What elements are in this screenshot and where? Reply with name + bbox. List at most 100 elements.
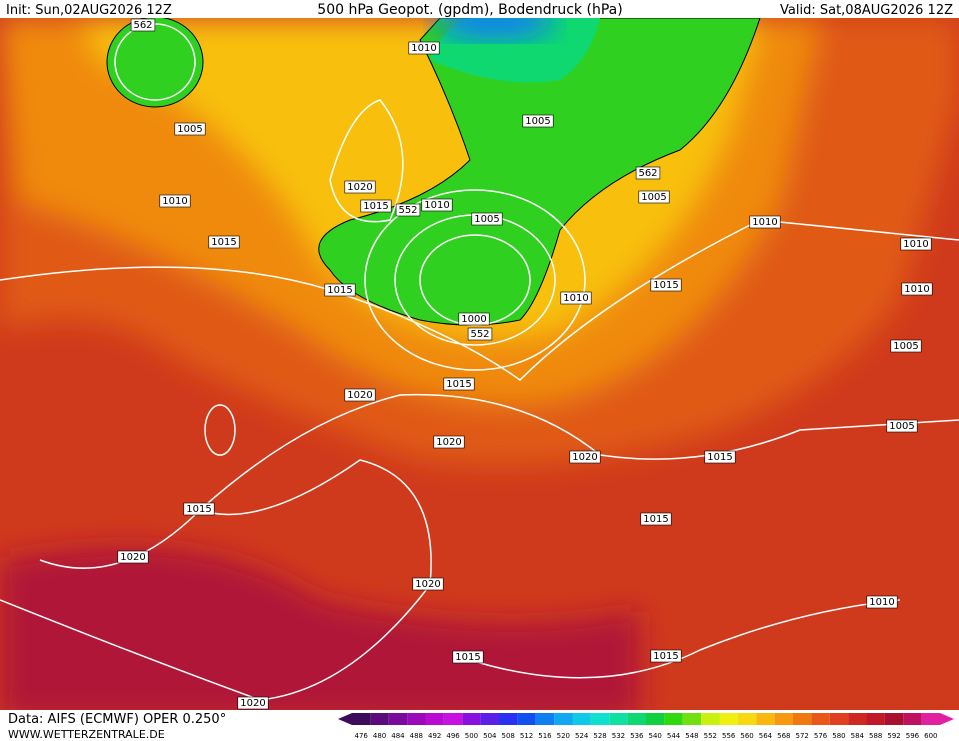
scale-swatch [407, 713, 426, 725]
isobar-label: 1005 [525, 116, 550, 127]
isobar-label: 552 [398, 205, 417, 216]
isobar-label-box [208, 235, 240, 249]
scale-label: 520 [557, 732, 570, 740]
scale-label: 548 [685, 732, 698, 740]
scale-label: 480 [373, 732, 386, 740]
scale-label: 508 [502, 732, 515, 740]
isobar-label-box [408, 41, 440, 55]
scale-label: 540 [649, 732, 662, 740]
isobar-label-box [522, 114, 554, 128]
scale-label: 528 [593, 732, 606, 740]
scale-swatch [774, 713, 793, 725]
isobar-label-box [650, 649, 682, 663]
init-time: Init: Sun,02AUG2026 12Z [6, 3, 172, 18]
scale-swatch [701, 713, 720, 725]
isobar-label: 1015 [653, 280, 678, 291]
scale-label: 580 [832, 732, 845, 740]
isobar-label-box [471, 212, 503, 226]
valid-time: Valid: Sat,08AUG2026 12Z [780, 3, 953, 18]
scale-swatch [499, 713, 518, 725]
scale-label: 588 [869, 732, 882, 740]
scale-swatch [609, 713, 628, 725]
scale-swatch [829, 713, 849, 725]
map-title: 500 hPa Geopot. (gpdm), Bodendruck (hPa) [317, 2, 622, 18]
scale-label: 556 [722, 732, 736, 740]
scale-swatch [370, 713, 389, 725]
field [0, 18, 959, 710]
isobar-label: 1020 [240, 698, 265, 709]
isobar-label-box [344, 180, 376, 194]
isobar-label-box [452, 650, 484, 664]
isobar-label: 1015 [363, 201, 388, 212]
isobar-label: 1000 [461, 314, 486, 325]
scale-label: 492 [428, 732, 441, 740]
isobar-label: 1005 [177, 124, 202, 135]
scale-swatch [903, 713, 922, 725]
scale-label: 524 [575, 732, 589, 740]
scale-swatch [425, 713, 444, 725]
scale-swatch [682, 713, 702, 725]
scale-label: 476 [355, 732, 369, 740]
isobar-label-box [900, 237, 932, 251]
scale-swatch [811, 713, 830, 725]
isobar-label-box [901, 282, 933, 296]
isobar-label-box [638, 190, 670, 204]
isobar-label-box [344, 388, 376, 402]
data-source: Data: AIFS (ECMWF) OPER 0.250° [8, 712, 226, 727]
site: WWW.WETTERZENTRALE.DE [8, 728, 165, 741]
scale-swatch [480, 713, 499, 725]
isobar-label-box [433, 435, 465, 449]
scale-label: 572 [796, 732, 809, 740]
isobar-label: 1020 [347, 182, 372, 193]
scale-swatch [554, 713, 573, 725]
isobar-label-box [412, 577, 444, 591]
isobar-label-box [560, 291, 592, 305]
isobar-label: 1015 [455, 652, 480, 663]
isobar-label: 562 [133, 20, 152, 31]
isobar-label-box [360, 199, 392, 213]
scale-label: 584 [851, 732, 865, 740]
scale-end [940, 713, 954, 725]
scale-swatch [388, 713, 408, 725]
scale-label: 544 [667, 732, 681, 740]
scale-swatch [443, 713, 463, 725]
scale-swatch [572, 713, 591, 725]
isobar-label: 1010 [162, 196, 187, 207]
scale-swatch [719, 713, 738, 725]
scale-label: 564 [759, 732, 773, 740]
scale-end [338, 713, 352, 725]
isobar-label: 1015 [327, 285, 352, 296]
isobar-label: 1010 [411, 43, 436, 54]
isobar-label-box [890, 339, 922, 353]
scale-label: 496 [446, 732, 460, 740]
isobar-label: 552 [470, 329, 489, 340]
scale-swatch [646, 713, 665, 725]
scale-swatch [884, 713, 904, 725]
isobar-label-box [569, 450, 601, 464]
isobar-label-box [159, 194, 191, 208]
isobar-label: 1010 [904, 284, 929, 295]
scale-swatch [590, 713, 610, 725]
scale-swatch [866, 713, 885, 725]
isobar-label-box [640, 512, 672, 526]
isobar-label-box [324, 283, 356, 297]
isobar-label-box [866, 595, 898, 609]
isobar-label-box [395, 203, 421, 217]
isobar-label: 562 [638, 168, 657, 179]
scale-swatch [517, 713, 536, 725]
isobar-label-box [704, 450, 736, 464]
isobar-label: 1020 [415, 579, 440, 590]
isobar-label: 1015 [211, 237, 236, 248]
isobar-label-box [443, 377, 475, 391]
scale-swatch [921, 713, 940, 725]
isobar-label-box [458, 312, 490, 326]
isobar-label: 1020 [436, 437, 461, 448]
isobar-label: 1015 [653, 651, 678, 662]
scale-swatch [793, 713, 812, 725]
isobar-label: 1005 [474, 214, 499, 225]
scale-swatch [848, 713, 867, 725]
scale-label: 532 [612, 732, 625, 740]
scale-label: 484 [391, 732, 405, 740]
scale-swatch [352, 713, 371, 725]
